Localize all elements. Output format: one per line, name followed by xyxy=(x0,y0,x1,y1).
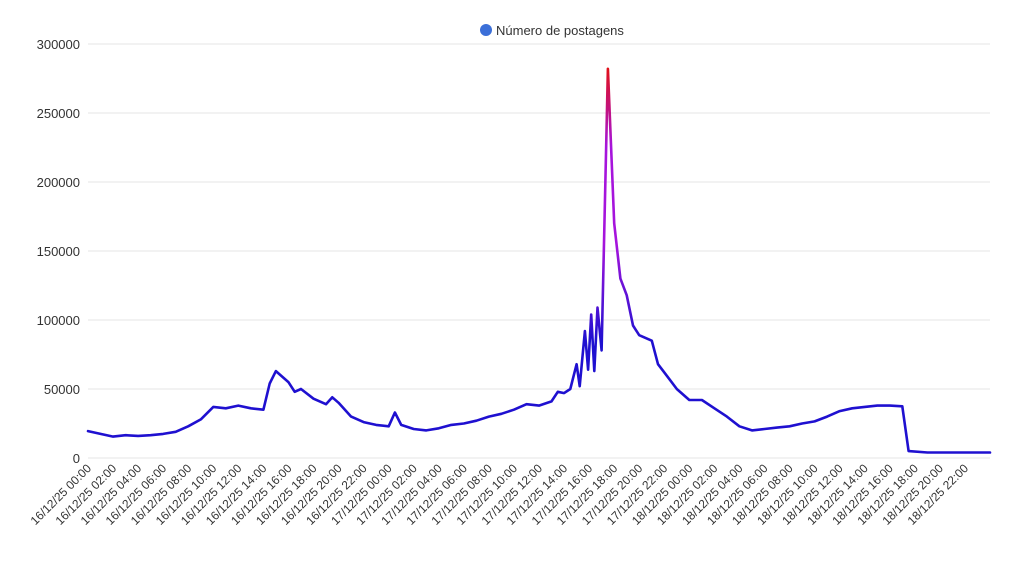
legend-marker-icon xyxy=(480,24,492,36)
y-tick-label: 50000 xyxy=(44,382,80,397)
y-tick-label: 200000 xyxy=(37,175,80,190)
legend: Número de postagens xyxy=(480,23,624,38)
series-line xyxy=(86,67,992,454)
y-tick-label: 150000 xyxy=(37,244,80,259)
y-tick-label: 100000 xyxy=(37,313,80,328)
y-tick-label: 0 xyxy=(73,451,80,466)
legend-label: Número de postagens xyxy=(496,23,624,38)
y-tick-label: 250000 xyxy=(37,106,80,121)
y-tick-label: 300000 xyxy=(37,37,80,52)
